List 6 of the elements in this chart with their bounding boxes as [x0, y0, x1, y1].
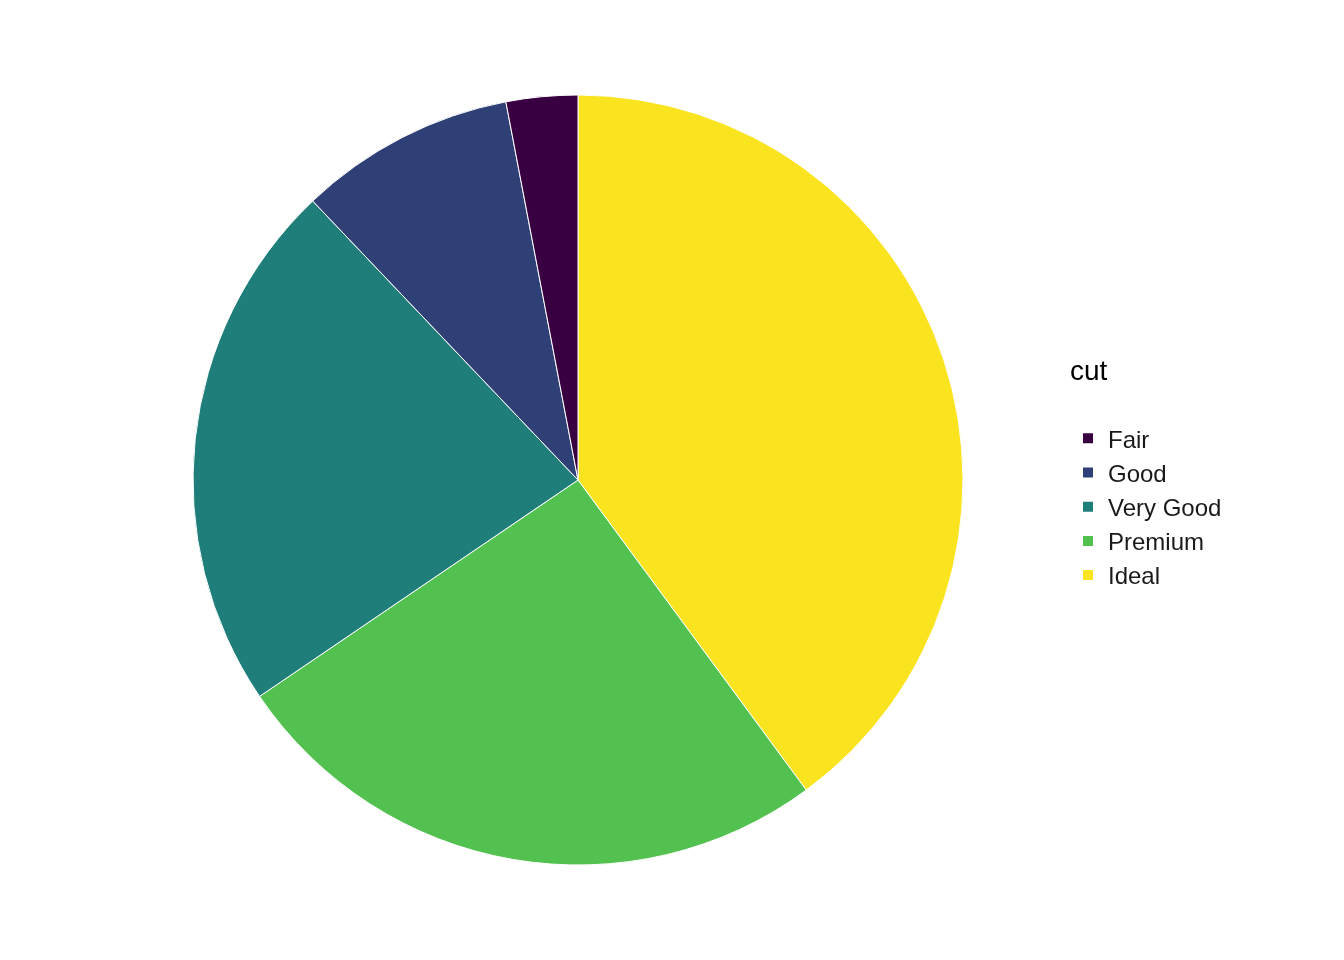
legend-title: cut — [1070, 354, 1108, 386]
legend-label: Very Good — [1108, 494, 1222, 522]
legend-label: Fair — [1108, 425, 1150, 453]
legend-label: Premium — [1108, 528, 1205, 556]
legend-label: Good — [1108, 459, 1167, 487]
legend-label: Ideal — [1108, 562, 1161, 590]
